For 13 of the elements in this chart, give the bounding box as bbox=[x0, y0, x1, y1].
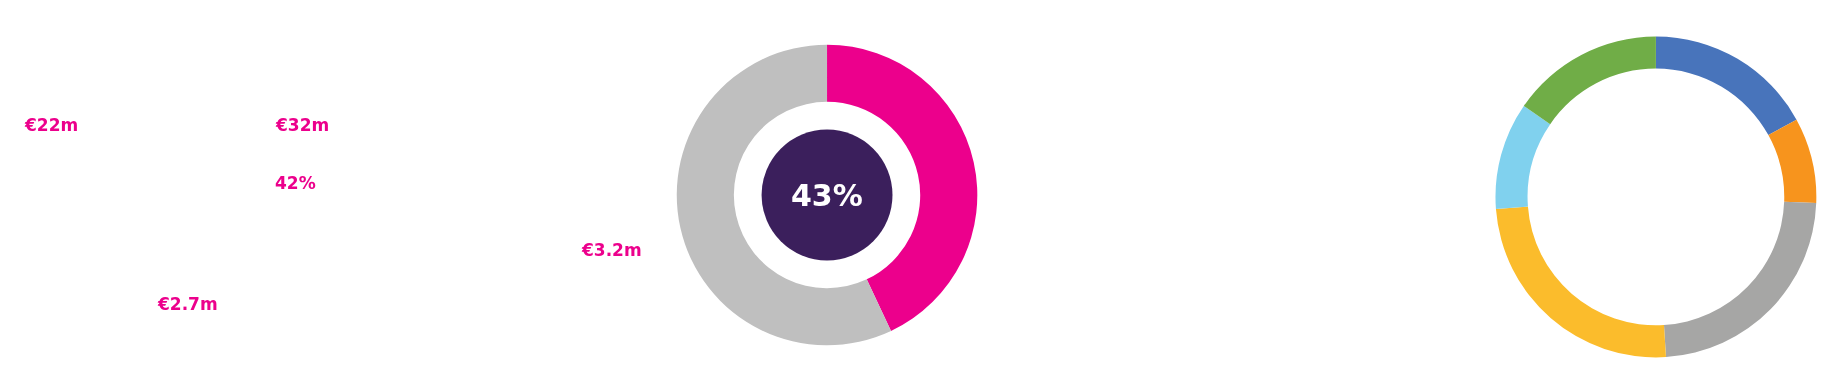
text: 43% bbox=[791, 178, 863, 213]
donut-slice bbox=[676, 44, 892, 346]
donut-slice bbox=[1523, 36, 1656, 125]
donut-slice bbox=[1495, 105, 1551, 210]
text: €22m bbox=[24, 115, 79, 135]
text: 42% bbox=[275, 173, 316, 193]
text: €2.7m bbox=[157, 294, 218, 314]
donut-slice bbox=[1768, 119, 1817, 203]
donut-slice bbox=[1663, 201, 1817, 358]
donut-slice bbox=[1495, 206, 1666, 358]
text: €32m bbox=[275, 115, 330, 135]
donut-slice bbox=[1655, 36, 1797, 136]
text: €3.2m bbox=[581, 240, 642, 260]
